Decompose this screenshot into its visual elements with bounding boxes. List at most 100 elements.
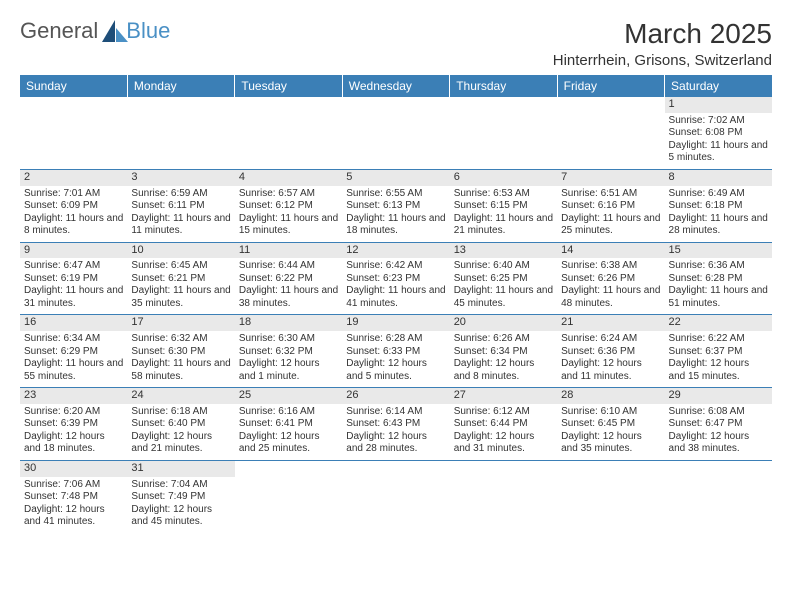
calendar-day-cell: 28Sunrise: 6:10 AMSunset: 6:45 PMDayligh… — [557, 388, 664, 461]
sunrise-line: Sunrise: 6:14 AM — [346, 406, 445, 419]
calendar-day-cell: 26Sunrise: 6:14 AMSunset: 6:43 PMDayligh… — [342, 388, 449, 461]
sunrise-line: Sunrise: 6:38 AM — [561, 260, 660, 273]
day-number: 14 — [557, 243, 664, 259]
day-number: 30 — [20, 461, 127, 477]
calendar-week-row: 2 Sunrise: 7:01 AMSunset: 6:09 PM Daylight… — [20, 169, 772, 242]
daylight-line: Daylight: 11 hours and 38 minutes. — [239, 285, 338, 310]
sunrise-line: Sunrise: 6:28 AM — [346, 333, 445, 346]
daylight-line: Daylight: 12 hours and 18 minutes. — [24, 431, 123, 456]
calendar-day-cell: 5Sunrise: 6:55 AMSunset: 6:13 PMDaylight… — [342, 169, 449, 242]
sunset-line: Sunset: 7:49 PM — [131, 491, 230, 504]
day-number: 2 — [20, 170, 127, 186]
weekday-header: Saturday — [665, 75, 772, 97]
daylight-line: Daylight: 12 hours and 35 minutes. — [561, 431, 660, 456]
sunset-line: Sunset: 6:37 PM — [669, 346, 768, 359]
daylight-line: Daylight: 11 hours and 21 minutes. — [454, 213, 553, 238]
day-number: 4 — [235, 170, 342, 186]
calendar-day-cell — [342, 97, 449, 169]
daylight-line: Daylight: 11 hours and 41 minutes. — [346, 285, 445, 310]
sunrise-line: Sunrise: 6:45 AM — [131, 260, 230, 273]
calendar-day-cell — [450, 97, 557, 169]
calendar-week-row: 30Sunrise: 7:06 AMSunset: 7:48 PMDayligh… — [20, 460, 772, 532]
sunset-line: Sunset: 6:08 PM — [669, 127, 768, 140]
sunrise-line: Sunrise: 6:24 AM — [561, 333, 660, 346]
sunrise-line: Sunrise: 6:57 AM — [239, 188, 338, 201]
daylight-line: Daylight: 12 hours and 8 minutes. — [454, 358, 553, 383]
calendar-day-cell: 17Sunrise: 6:32 AMSunset: 6:30 PMDayligh… — [127, 315, 234, 388]
calendar-header-row: SundayMondayTuesdayWednesdayThursdayFrid… — [20, 75, 772, 97]
sunset-line: Sunset: 6:30 PM — [131, 346, 230, 359]
calendar-day-cell: 18Sunrise: 6:30 AMSunset: 6:32 PMDayligh… — [235, 315, 342, 388]
sunrise-line: Sunrise: 6:42 AM — [346, 260, 445, 273]
daylight-line: Daylight: 11 hours and 55 minutes. — [24, 358, 123, 383]
calendar-day-cell — [342, 460, 449, 532]
location-subtitle: Hinterrhein, Grisons, Switzerland — [553, 52, 772, 69]
daylight-line: Daylight: 12 hours and 21 minutes. — [131, 431, 230, 456]
calendar-week-row: 16Sunrise: 6:34 AMSunset: 6:29 PMDayligh… — [20, 315, 772, 388]
sunset-line: Sunset: 6:41 PM — [239, 418, 338, 431]
sunrise-line: Sunrise: 6:10 AM — [561, 406, 660, 419]
weekday-header: Monday — [127, 75, 234, 97]
calendar-day-cell — [665, 460, 772, 532]
day-number: 17 — [127, 315, 234, 331]
sunset-line: Sunset: 6:29 PM — [24, 346, 123, 359]
sunset-line: Sunset: 6:12 PM — [239, 200, 338, 213]
header: General Blue March 2025 Hinterrhein, Gri… — [20, 18, 772, 69]
day-number: 22 — [665, 315, 772, 331]
day-number: 1 — [665, 97, 772, 113]
daylight-line: Daylight: 12 hours and 1 minute. — [239, 358, 338, 383]
sunset-line: Sunset: 6:34 PM — [454, 346, 553, 359]
sunset-line: Sunset: 6:09 PM — [24, 200, 123, 213]
sunrise-line: Sunrise: 6:49 AM — [669, 188, 768, 201]
sunrise-line: Sunrise: 6:16 AM — [239, 406, 338, 419]
sunrise-line: Sunrise: 6:59 AM — [131, 188, 230, 201]
daylight-line: Daylight: 12 hours and 11 minutes. — [561, 358, 660, 383]
calendar-body: 1Sunrise: 7:02 AMSunset: 6:08 PMDaylight… — [20, 97, 772, 533]
day-number: 29 — [665, 388, 772, 404]
day-number: 16 — [20, 315, 127, 331]
day-number: 7 — [557, 170, 664, 186]
calendar-day-cell: 10Sunrise: 6:45 AMSunset: 6:21 PMDayligh… — [127, 242, 234, 315]
sunrise-line: Sunrise: 6:32 AM — [131, 333, 230, 346]
daylight-line: Daylight: 11 hours and 51 minutes. — [669, 285, 768, 310]
calendar-day-cell: 2Sunrise: 7:01 AMSunset: 6:09 PMDaylight… — [20, 169, 127, 242]
sunrise-line: Sunrise: 6:12 AM — [454, 406, 553, 419]
day-number: 23 — [20, 388, 127, 404]
sunset-line: Sunset: 6:18 PM — [669, 200, 768, 213]
daylight-line: Daylight: 11 hours and 11 minutes. — [131, 213, 230, 238]
calendar-day-cell: 31Sunrise: 7:04 AMSunset: 7:49 PMDayligh… — [127, 460, 234, 532]
calendar-day-cell: 16 Sunrise: 6:34 AMSunset: 6:29 PMDayligh… — [20, 315, 127, 388]
daylight-line: Daylight: 11 hours and 48 minutes. — [561, 285, 660, 310]
weekday-header: Wednesday — [342, 75, 449, 97]
sunset-line: Sunset: 6:47 PM — [669, 418, 768, 431]
calendar-day-cell: 22Sunrise: 6:22 AMSunset: 6:37 PMDayligh… — [665, 315, 772, 388]
sunrise-line: Sunrise: 6:55 AM — [346, 188, 445, 201]
day-number: 20 — [450, 315, 557, 331]
calendar-day-cell — [127, 97, 234, 169]
calendar-table: SundayMondayTuesdayWednesdayThursdayFrid… — [20, 75, 772, 533]
sunrise-line: Sunrise: 6:20 AM — [24, 406, 123, 419]
sunset-line: Sunset: 6:21 PM — [131, 273, 230, 286]
sunrise-line: Sunrise: 6:40 AM — [454, 260, 553, 273]
calendar-day-cell: 6Sunrise: 6:53 AMSunset: 6:15 PMDaylight… — [450, 169, 557, 242]
daylight-line: Daylight: 11 hours and 15 minutes. — [239, 213, 338, 238]
sunrise-line: Sunrise: 7:04 AM — [131, 479, 230, 492]
calendar-day-cell: 23Sunrise: 6:20 AMSunset: 6:39 PMDayligh… — [20, 388, 127, 461]
sunset-line: Sunset: 6:28 PM — [669, 273, 768, 286]
calendar-day-cell: 15Sunrise: 6:36 AMSunset: 6:28 PMDayligh… — [665, 242, 772, 315]
sunset-line: Sunset: 6:16 PM — [561, 200, 660, 213]
calendar-day-cell: 29Sunrise: 6:08 AMSunset: 6:47 PMDayligh… — [665, 388, 772, 461]
sunrise-line: Sunrise: 6:51 AM — [561, 188, 660, 201]
sunset-line: Sunset: 6:25 PM — [454, 273, 553, 286]
calendar-day-cell — [557, 97, 664, 169]
weekday-header: Sunday — [20, 75, 127, 97]
sunrise-line: Sunrise: 6:34 AM — [24, 333, 123, 346]
sunrise-line: Sunrise: 6:26 AM — [454, 333, 553, 346]
calendar-day-cell: 21Sunrise: 6:24 AMSunset: 6:36 PMDayligh… — [557, 315, 664, 388]
sunset-line: Sunset: 6:15 PM — [454, 200, 553, 213]
calendar-day-cell: 20 Sunrise: 6:26 AMSunset: 6:34 PMDayligh… — [450, 315, 557, 388]
sunrise-line: Sunrise: 7:01 AM — [24, 188, 123, 201]
calendar-week-row: 23Sunrise: 6:20 AMSunset: 6:39 PMDayligh… — [20, 388, 772, 461]
day-number: 9 — [20, 243, 127, 259]
calendar-day-cell: 11Sunrise: 6:44 AMSunset: 6:22 PMDayligh… — [235, 242, 342, 315]
